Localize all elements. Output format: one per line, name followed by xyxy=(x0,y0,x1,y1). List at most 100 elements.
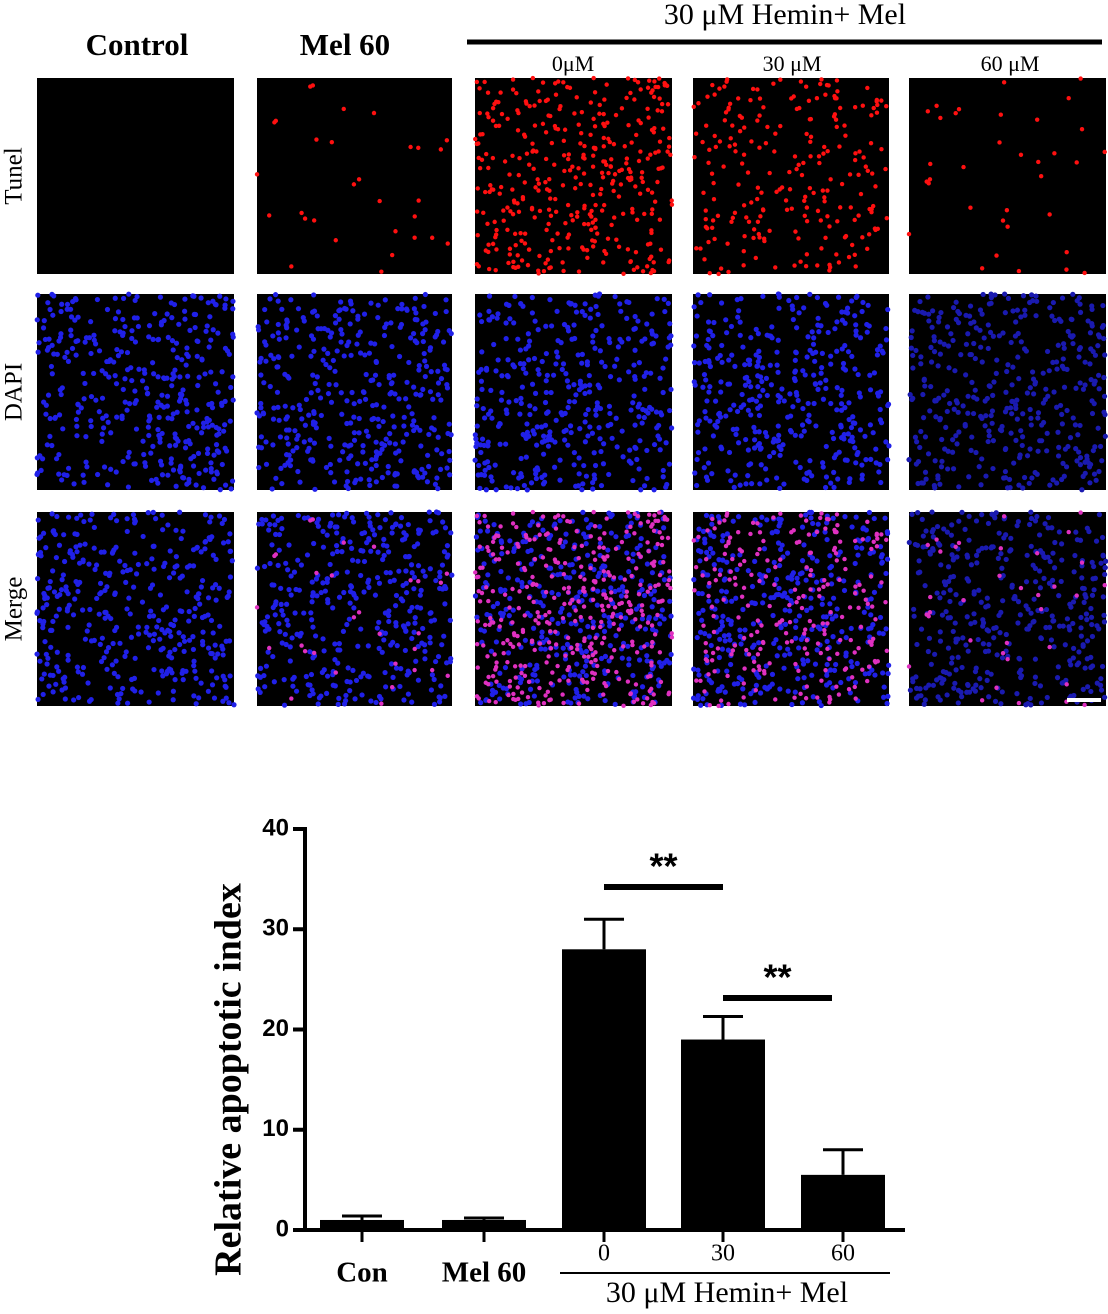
nucleus xyxy=(812,358,818,364)
tunel-spot xyxy=(484,151,489,157)
nucleus xyxy=(548,389,554,396)
nucleus xyxy=(773,528,779,534)
nucleus xyxy=(582,390,588,397)
nucleus xyxy=(561,321,568,328)
nucleus xyxy=(200,424,207,430)
tunel-spot xyxy=(566,585,572,590)
nucleus xyxy=(411,384,417,390)
nucleus xyxy=(778,516,784,523)
nucleus xyxy=(104,306,111,313)
nucleus xyxy=(411,469,417,475)
nucleus xyxy=(612,701,618,707)
nucleus xyxy=(644,447,650,454)
nucleus xyxy=(493,487,499,493)
nucleus xyxy=(231,702,237,708)
tunel-spot xyxy=(512,664,518,669)
nucleus xyxy=(161,375,167,381)
nucleus xyxy=(666,461,673,467)
nucleus xyxy=(624,550,630,556)
tunel-spot xyxy=(576,269,582,274)
tunel-spot xyxy=(516,642,522,647)
nucleus xyxy=(824,536,830,543)
nucleus xyxy=(98,549,104,555)
nucleus xyxy=(877,614,884,621)
tunel-spot xyxy=(804,651,810,656)
nucleus xyxy=(830,515,836,521)
nucleus xyxy=(951,685,957,691)
nucleus xyxy=(701,465,707,471)
nucleus xyxy=(959,509,965,515)
tunel-spot xyxy=(842,123,847,128)
nucleus xyxy=(379,649,385,655)
nucleus xyxy=(823,385,829,392)
nucleus xyxy=(351,437,358,443)
cells xyxy=(906,76,1107,276)
nucleus xyxy=(585,406,591,413)
nucleus xyxy=(208,617,215,624)
nucleus xyxy=(831,667,838,673)
tunel-spot xyxy=(628,691,633,697)
tunel-spot xyxy=(828,177,833,182)
tunel-spot xyxy=(412,235,417,240)
nucleus xyxy=(663,356,669,362)
nucleus xyxy=(129,328,135,334)
nucleus xyxy=(295,468,301,475)
tunel-spot xyxy=(652,199,658,204)
tunel-spot xyxy=(561,572,567,577)
nucleus xyxy=(401,414,407,420)
tunel-spot xyxy=(561,586,567,591)
nucleus xyxy=(84,464,90,470)
nucleus xyxy=(64,472,70,479)
nucleus xyxy=(475,472,481,478)
nucleus xyxy=(796,310,802,316)
nucleus xyxy=(82,339,88,345)
nucleus xyxy=(348,584,355,590)
nucleus xyxy=(358,572,364,579)
nucleus xyxy=(928,359,935,365)
nucleus xyxy=(922,583,928,589)
tunel-spot xyxy=(642,644,647,649)
tunel-spot xyxy=(530,509,536,515)
tunel-spot xyxy=(560,183,566,188)
tunel-spot xyxy=(712,133,717,139)
nucleus xyxy=(41,618,47,625)
nucleus xyxy=(925,451,932,457)
tunel-spot xyxy=(512,200,517,205)
tunel-spot xyxy=(707,147,712,153)
nucleus xyxy=(94,595,100,602)
nucleus xyxy=(373,699,379,706)
nucleus xyxy=(439,562,446,568)
nucleus xyxy=(308,610,314,616)
nucleus xyxy=(194,425,200,431)
tunel-spot xyxy=(630,206,635,212)
nucleus xyxy=(774,653,780,659)
nucleus xyxy=(812,381,819,387)
nucleus xyxy=(433,577,439,584)
nucleus xyxy=(388,510,394,516)
tunel-spot xyxy=(702,257,707,262)
tunel-spot xyxy=(553,196,558,202)
nucleus xyxy=(1000,598,1006,604)
nucleus xyxy=(180,634,186,640)
nucleus xyxy=(167,443,173,449)
nucleus xyxy=(411,306,417,312)
nucleus xyxy=(207,314,213,320)
tunel-spot xyxy=(519,238,524,243)
nucleus xyxy=(182,308,188,314)
tunel-spot xyxy=(610,611,616,617)
nucleus xyxy=(196,470,202,477)
nucleus xyxy=(1082,382,1088,388)
nucleus xyxy=(569,336,575,342)
tunel-spot xyxy=(505,638,510,643)
tunel-spot xyxy=(797,539,802,544)
tunel-spot xyxy=(520,629,526,635)
nucleus xyxy=(756,640,762,646)
tunel-spot xyxy=(602,592,608,597)
nucleus xyxy=(616,587,622,593)
tunel-spot xyxy=(601,144,606,149)
nucleus xyxy=(745,473,751,479)
nucleus xyxy=(944,388,950,394)
nucleus xyxy=(795,676,801,682)
nucleus xyxy=(966,474,972,480)
nucleus xyxy=(997,630,1003,636)
